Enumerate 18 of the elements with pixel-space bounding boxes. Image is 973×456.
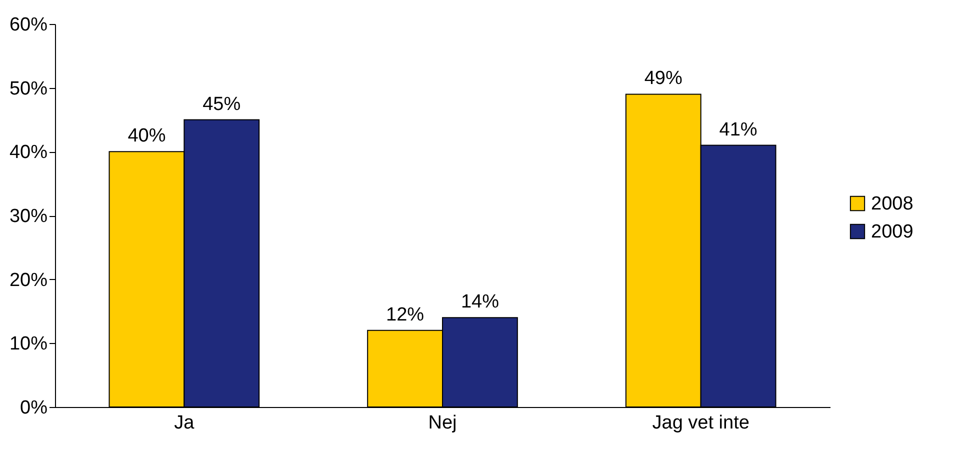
data-label: 41%	[719, 119, 758, 140]
data-label: 45%	[202, 94, 241, 115]
y-tick-label: 20%	[9, 270, 48, 291]
legend-label: 2009	[871, 222, 914, 242]
y-tick-label: 0%	[20, 398, 48, 418]
data-label: 12%	[386, 304, 424, 326]
data-label: 40%	[128, 126, 166, 147]
y-tick-label: 30%	[9, 206, 48, 227]
y-tick-label: 60%	[9, 14, 48, 36]
data-label: 14%	[460, 292, 500, 313]
data-label: 49%	[644, 68, 682, 90]
y-tick-label: 40%	[9, 142, 48, 164]
legend-label: 2008	[871, 194, 914, 214]
x-tick-label: Ja	[174, 412, 195, 434]
y-tick-label: 50%	[9, 78, 48, 100]
y-tick-label: 10%	[9, 334, 48, 355]
x-tick-label: Jag vet inte	[652, 412, 750, 434]
x-tick-label: Nej	[428, 412, 457, 434]
